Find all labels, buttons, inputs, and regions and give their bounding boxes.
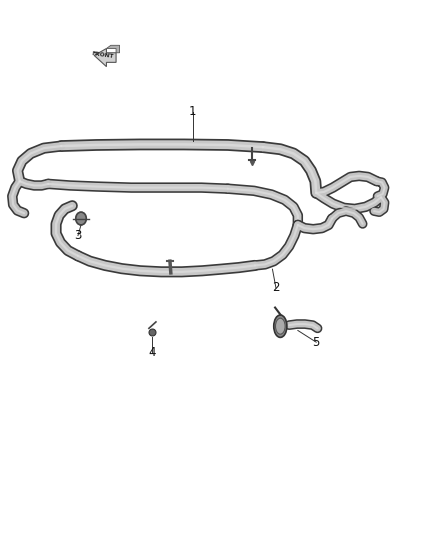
Text: FRONT: FRONT xyxy=(92,51,114,59)
Text: 3: 3 xyxy=(74,229,81,242)
Polygon shape xyxy=(106,45,120,53)
Text: 1: 1 xyxy=(189,106,197,118)
Polygon shape xyxy=(94,49,116,67)
Ellipse shape xyxy=(276,318,285,334)
Text: 2: 2 xyxy=(272,281,280,294)
Circle shape xyxy=(76,212,86,225)
Text: 4: 4 xyxy=(148,346,156,359)
Text: 5: 5 xyxy=(313,336,320,349)
Ellipse shape xyxy=(274,315,287,337)
